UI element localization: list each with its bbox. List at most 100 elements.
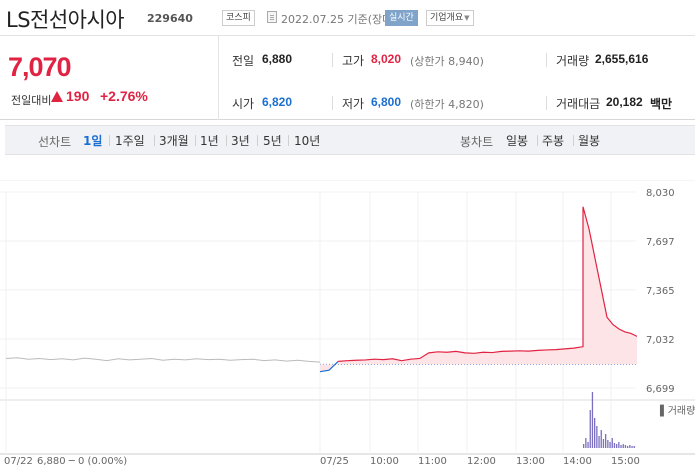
- volume-bar: [611, 438, 613, 448]
- chart-area: [320, 206, 637, 372]
- volume-bar: [631, 446, 633, 448]
- volume-bar: [618, 442, 620, 448]
- trade-value-label: 거래대금: [556, 97, 601, 111]
- separator: [573, 135, 574, 146]
- time-tick: 12:00: [467, 456, 496, 467]
- today-line: [338, 206, 638, 362]
- volume-bar: [629, 445, 631, 448]
- tab-10y[interactable]: 10년: [294, 134, 321, 148]
- document-icon: [267, 11, 277, 23]
- tab-5y[interactable]: 5년: [263, 134, 282, 148]
- realtime-button[interactable]: 실시간: [385, 10, 418, 26]
- volume-bar: [598, 436, 600, 448]
- stock-code: 229640: [147, 12, 193, 25]
- volume-bar: [602, 439, 605, 448]
- company-info-button[interactable]: 기업개요▼: [426, 10, 474, 26]
- tab-1w[interactable]: 1주일: [115, 134, 145, 148]
- separator: [195, 135, 196, 146]
- open-value: 6,820: [262, 95, 293, 109]
- price-chart[interactable]: 8,030 7,697 7,365 7,032 6,699 07/25 10:00 11:0…: [0, 180, 695, 472]
- volume-bar: [596, 426, 598, 448]
- quote-date: 2022.07.25 기준(장마감): [281, 13, 407, 26]
- volume-bar: [624, 445, 627, 448]
- price-tick: 8,030: [646, 188, 675, 199]
- change-label: 전일대비: [11, 94, 52, 107]
- volume-label: ▌거래량: [659, 404, 695, 417]
- volume-bar: [627, 446, 629, 448]
- time-tick: 10:00: [370, 456, 399, 467]
- separator: [109, 135, 110, 146]
- price-tick: 7,032: [646, 335, 675, 346]
- prev-close-label: 전일: [232, 54, 255, 68]
- upper-limit: (상한가 8,940): [410, 55, 484, 68]
- volume-value: 2,655,616: [595, 52, 649, 66]
- volume-bar: [587, 442, 589, 448]
- high-label: 고가: [342, 54, 365, 68]
- chart-grid: [0, 180, 695, 455]
- today-area: [320, 206, 637, 372]
- open-label: 시가: [232, 97, 255, 111]
- change-percent: +2.76%: [100, 88, 148, 104]
- tab-3y[interactable]: 3년: [231, 134, 250, 148]
- separator: [332, 96, 333, 110]
- low-label: 저가: [342, 97, 365, 111]
- volume-bar: [633, 446, 635, 448]
- chart-footer: 6,880 ─ 0 (0.00%): [37, 456, 127, 467]
- time-tick: 07/22: [4, 456, 33, 467]
- chart-period-tabs: 선차트 1일 1주일 3개월 1년 3년 5년 10년 봉차트 일봉 주봉 월봉: [5, 125, 695, 155]
- tab-3m[interactable]: 3개월: [159, 134, 189, 148]
- volume-bar: [594, 418, 596, 448]
- trade-value: 20,182: [606, 95, 643, 109]
- price-axis: 8,030 7,697 7,365 7,032 6,699: [646, 188, 675, 395]
- time-axis: 07/25 10:00 11:00 12:00 13:00 14:00 15:00 07/22…: [4, 456, 640, 467]
- volume-bar: [591, 392, 594, 448]
- separator: [332, 53, 333, 67]
- tab-weekly[interactable]: 주봉: [542, 134, 565, 148]
- time-tick: 07/25: [320, 456, 349, 467]
- volume-bar: [616, 444, 618, 448]
- up-arrow-icon: [51, 91, 63, 102]
- time-tick: 15:00: [611, 456, 640, 467]
- chevron-down-icon: ▼: [464, 14, 470, 22]
- today-line-down: [319, 360, 339, 373]
- time-tick: 11:00: [418, 456, 447, 467]
- prev-day-line: [5, 357, 321, 363]
- volume-label: 거래량: [556, 54, 590, 68]
- divider: [218, 36, 219, 120]
- tab-1d[interactable]: 1일: [83, 134, 103, 148]
- price-tick: 7,365: [646, 286, 675, 297]
- time-tick: 14:00: [563, 456, 592, 467]
- chart-lines: [5, 206, 638, 373]
- quote-summary: 7,070 전일대비 190 +2.76% 전일 6,880 시가 6,820 …: [0, 36, 695, 120]
- stock-name: LS전선아시아: [6, 8, 125, 32]
- market-badge: 코스피: [222, 10, 255, 26]
- tab-daily[interactable]: 일봉: [506, 134, 529, 148]
- prev-close-value: 6,880: [262, 52, 293, 66]
- line-chart-label: 선차트: [38, 135, 72, 149]
- low-value: 6,800: [371, 95, 402, 109]
- volume-bar: [605, 434, 607, 448]
- stock-header: LS전선아시아 229640 코스피 2022.07.25 기준(장마감) 실시…: [0, 0, 695, 36]
- tab-1y[interactable]: 1년: [200, 134, 219, 148]
- separator: [226, 135, 227, 146]
- current-price: 7,070: [8, 52, 72, 82]
- separator: [537, 135, 538, 146]
- price-tick: 7,697: [646, 237, 675, 248]
- trade-value-unit: 백만: [650, 97, 673, 111]
- separator: [154, 135, 155, 146]
- tab-monthly[interactable]: 월봉: [578, 134, 601, 148]
- volume-bar: [583, 444, 585, 448]
- separator: [257, 135, 258, 146]
- separator: [288, 135, 289, 146]
- candle-chart-label: 봉차트: [460, 135, 494, 149]
- volume-bar: [609, 442, 611, 448]
- price-tick: 6,699: [646, 384, 675, 395]
- separator: [546, 96, 547, 110]
- time-tick: 13:00: [516, 456, 545, 467]
- separator: [546, 53, 547, 67]
- volume-bar: [607, 440, 609, 448]
- volume-bar: [620, 445, 622, 448]
- company-info-label: 기업개요: [430, 13, 464, 23]
- change-value: 190: [66, 88, 90, 104]
- volume-bar: [600, 430, 602, 448]
